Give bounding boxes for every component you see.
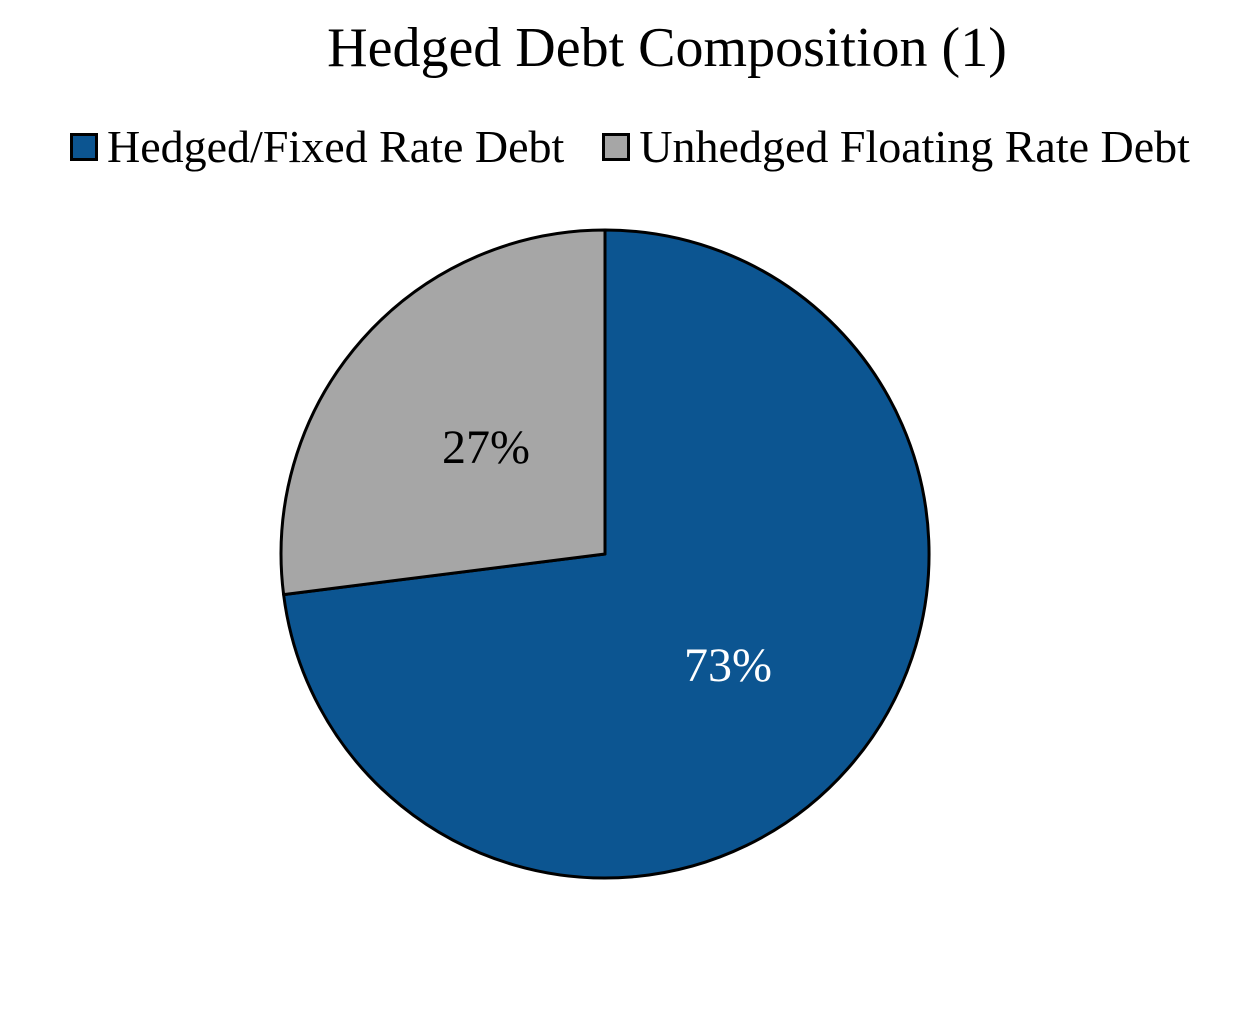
pie-label-hedged-fixed: 73% <box>684 639 772 692</box>
legend-item-hedged-fixed: Hedged/Fixed Rate Debt <box>70 121 565 173</box>
pie-slice-unhedged-floating <box>279 228 607 597</box>
pie-label-unhedged-floating: 27% <box>442 421 530 474</box>
chart-title: Hedged Debt Composition (1) <box>327 17 1007 79</box>
legend-marker-unhedged-floating <box>602 133 631 162</box>
legend-label-unhedged-floating: Unhedged Floating Rate Debt <box>639 121 1190 172</box>
legend-label-hedged-fixed: Hedged/Fixed Rate Debt <box>107 121 565 172</box>
legend-marker-hedged-fixed <box>70 133 98 162</box>
chart-legend: Hedged/Fixed Rate Debt Unhedged Floating… <box>70 121 1190 173</box>
legend-item-unhedged-floating: Unhedged Floating Rate Debt <box>602 121 1190 173</box>
